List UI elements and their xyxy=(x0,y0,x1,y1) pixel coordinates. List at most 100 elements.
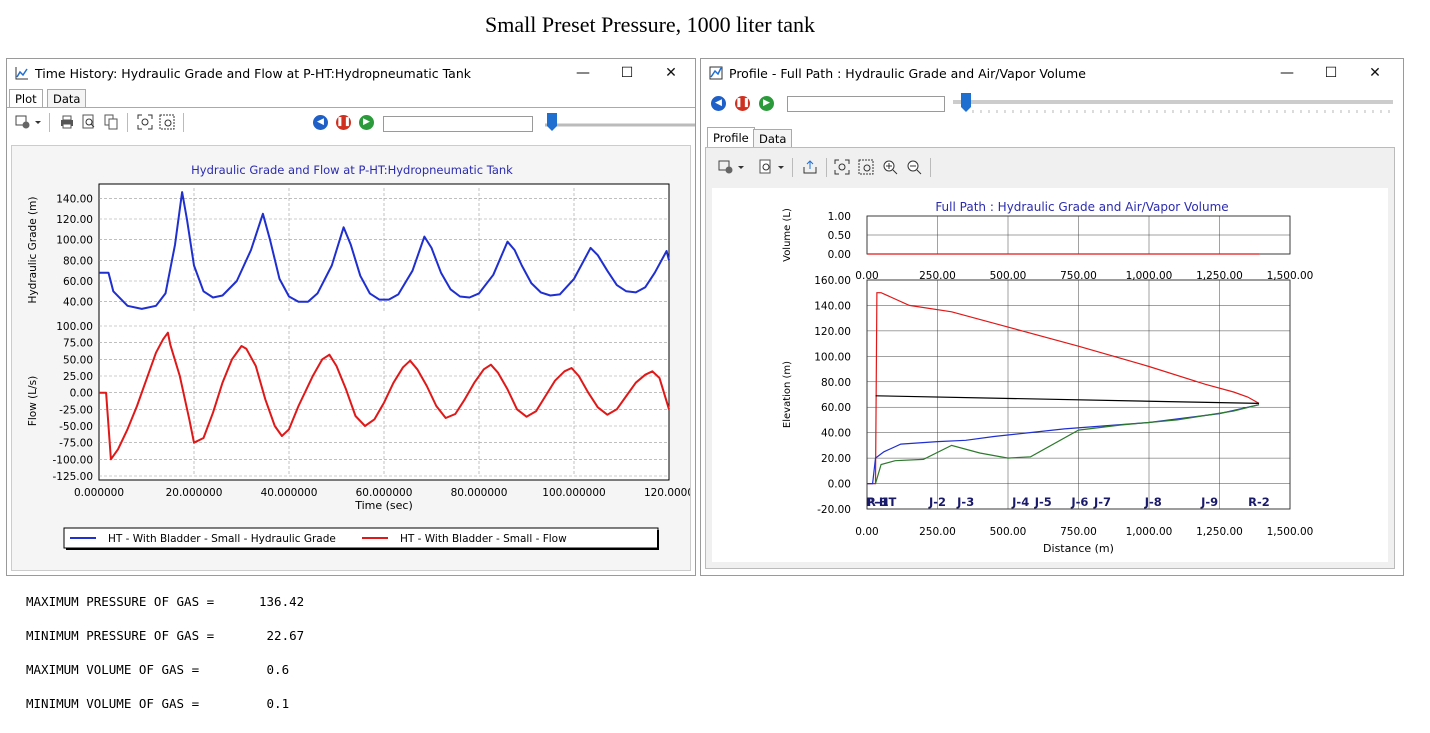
node-label: J-3 xyxy=(956,495,974,509)
maximize-button[interactable]: ☐ xyxy=(620,65,634,81)
y-tick-label: 140.00 xyxy=(56,193,93,205)
zoom-in-icon[interactable] xyxy=(882,159,898,175)
print-icon[interactable] xyxy=(59,114,75,130)
print-preview-icon[interactable] xyxy=(758,159,774,175)
minimize-button[interactable]: — xyxy=(576,65,590,81)
time-slider[interactable] xyxy=(545,113,695,135)
zoom-out-icon[interactable] xyxy=(906,159,922,175)
x-tick-label: 0.000000 xyxy=(74,487,124,499)
x-tick-label: 100.000000 xyxy=(542,487,605,499)
chevron-down-icon[interactable] xyxy=(33,114,43,130)
page-title: Small Preset Pressure, 1000 liter tank xyxy=(485,12,815,37)
node-label: J-8 xyxy=(1144,495,1162,509)
title-bar[interactable]: Time History: Hydraulic Grade and Flow a… xyxy=(7,59,695,87)
zoom-extents-icon[interactable] xyxy=(137,114,153,130)
y-tick-label: -20.00 xyxy=(817,504,851,516)
y-tick-label: -125.00 xyxy=(52,471,93,483)
node-label: J-7 xyxy=(1093,495,1111,509)
y-tick-label: 50.00 xyxy=(63,354,93,366)
y-tick-label: 0.50 xyxy=(828,230,851,242)
x-tick-label: 20.000000 xyxy=(166,487,223,499)
node-label: J-2 xyxy=(928,495,946,509)
window-title: Profile - Full Path : Hydraulic Grade an… xyxy=(729,66,1086,81)
y-tick-label: 0.00 xyxy=(70,388,93,400)
gas-stat-value: 136.42 xyxy=(259,594,305,609)
y-tick-label: 40.00 xyxy=(63,297,93,309)
y-tick-label: 0.00 xyxy=(828,479,851,491)
zoom-extents-icon[interactable] xyxy=(834,159,850,175)
series-line xyxy=(875,395,1260,404)
chevron-down-icon[interactable] xyxy=(776,159,786,175)
rewind-button[interactable]: ◀ xyxy=(711,96,726,111)
profile-plot-area: Full Path : Hydraulic Grade and Air/Vapo… xyxy=(712,188,1388,562)
series-line xyxy=(867,292,1260,485)
node-label: R-1 xyxy=(867,495,889,509)
x-tick-label: 40.000000 xyxy=(261,487,318,499)
gas-stat-label: MINIMUM VOLUME OF GAS = xyxy=(26,696,200,711)
legend: HT - With Bladder - Small - Hydraulic Gr… xyxy=(63,527,659,550)
y-tick-label: 60.00 xyxy=(821,402,851,414)
chart-options-icon[interactable] xyxy=(15,114,31,130)
chart-icon xyxy=(15,67,28,80)
gas-stat-label: MAXIMUM PRESSURE OF GAS = xyxy=(26,594,215,609)
pause-button[interactable]: ❚❚ xyxy=(735,96,750,111)
tab-data[interactable]: Data xyxy=(753,129,793,147)
time-slider[interactable] xyxy=(953,92,1393,118)
rewind-button[interactable]: ◀ xyxy=(313,115,328,130)
play-button[interactable]: ▶ xyxy=(759,96,774,111)
y-tick-label: 140.00 xyxy=(814,300,851,312)
x-tick-label: 1,250.00 xyxy=(1196,270,1243,282)
print-preview-icon[interactable] xyxy=(81,114,97,130)
gas-stat-line: MINIMUM VOLUME OF GAS = 0.1 xyxy=(26,696,289,711)
y-tick-label: 160.00 xyxy=(814,275,851,287)
node-label: J-9 xyxy=(1200,495,1218,509)
play-button[interactable]: ▶ xyxy=(359,115,374,130)
pause-button[interactable]: ❚❚ xyxy=(336,115,351,130)
animation-progress-field xyxy=(787,96,945,112)
y-tick-label: 100.00 xyxy=(56,321,93,333)
gas-stat-line: MAXIMUM VOLUME OF GAS = 0.6 xyxy=(26,662,289,677)
y-tick-label: 120.00 xyxy=(56,214,93,226)
x-tick-label: 120.0000 xyxy=(644,487,690,499)
zoom-window-icon[interactable] xyxy=(858,159,874,175)
tab-data[interactable]: Data xyxy=(47,89,87,107)
series-line xyxy=(99,191,670,310)
export-icon[interactable] xyxy=(802,159,818,175)
x-tick-label: 1,500.00 xyxy=(1267,270,1314,282)
profile-panel: Full Path : Hydraulic Grade and Air/Vapo… xyxy=(705,147,1395,569)
y-tick-label: 100.00 xyxy=(814,351,851,363)
y-tick-label: 120.00 xyxy=(814,326,851,338)
close-button[interactable]: ✕ xyxy=(665,65,677,81)
tab-plot[interactable]: Plot xyxy=(9,89,43,107)
profile-toolbar xyxy=(714,156,954,180)
y-tick-label: -75.00 xyxy=(59,438,93,450)
chart-options-icon[interactable] xyxy=(718,159,734,175)
y-axis-label: Volume (L) xyxy=(782,208,793,262)
gas-stat-value: 22.67 xyxy=(266,628,305,643)
x-tick-label: 1,500.00 xyxy=(1267,526,1314,538)
zoom-window-icon[interactable] xyxy=(159,114,175,130)
title-bar[interactable]: Profile - Full Path : Hydraulic Grade an… xyxy=(701,59,1403,87)
maximize-button[interactable]: ☐ xyxy=(1324,65,1338,81)
chevron-down-icon[interactable] xyxy=(736,159,746,175)
y-tick-label: 100.00 xyxy=(56,235,93,247)
minimize-button[interactable]: — xyxy=(1280,65,1294,81)
x-axis-label: Time (sec) xyxy=(354,499,413,512)
legend-entry: HT - With Bladder - Small - Hydraulic Gr… xyxy=(108,533,336,545)
y-axis-label: Flow (L/s) xyxy=(27,376,39,426)
copy-icon[interactable] xyxy=(103,114,119,130)
y-tick-label: 80.00 xyxy=(821,377,851,389)
x-tick-label: 750.00 xyxy=(1060,270,1097,282)
time-history-window: Time History: Hydraulic Grade and Flow a… xyxy=(6,58,696,576)
close-button[interactable]: ✕ xyxy=(1369,65,1381,81)
node-label: J-4 xyxy=(1011,495,1029,509)
series-line xyxy=(99,331,670,461)
y-tick-label: 1.00 xyxy=(828,211,851,223)
slider-thumb xyxy=(961,93,971,112)
tab-profile[interactable]: Profile xyxy=(707,127,755,147)
y-tick-label: -50.00 xyxy=(59,421,93,433)
x-tick-label: 250.00 xyxy=(919,270,956,282)
y-tick-label: 80.00 xyxy=(63,255,93,267)
profile-icon xyxy=(709,66,723,80)
y-tick-label: 0.00 xyxy=(828,249,851,261)
